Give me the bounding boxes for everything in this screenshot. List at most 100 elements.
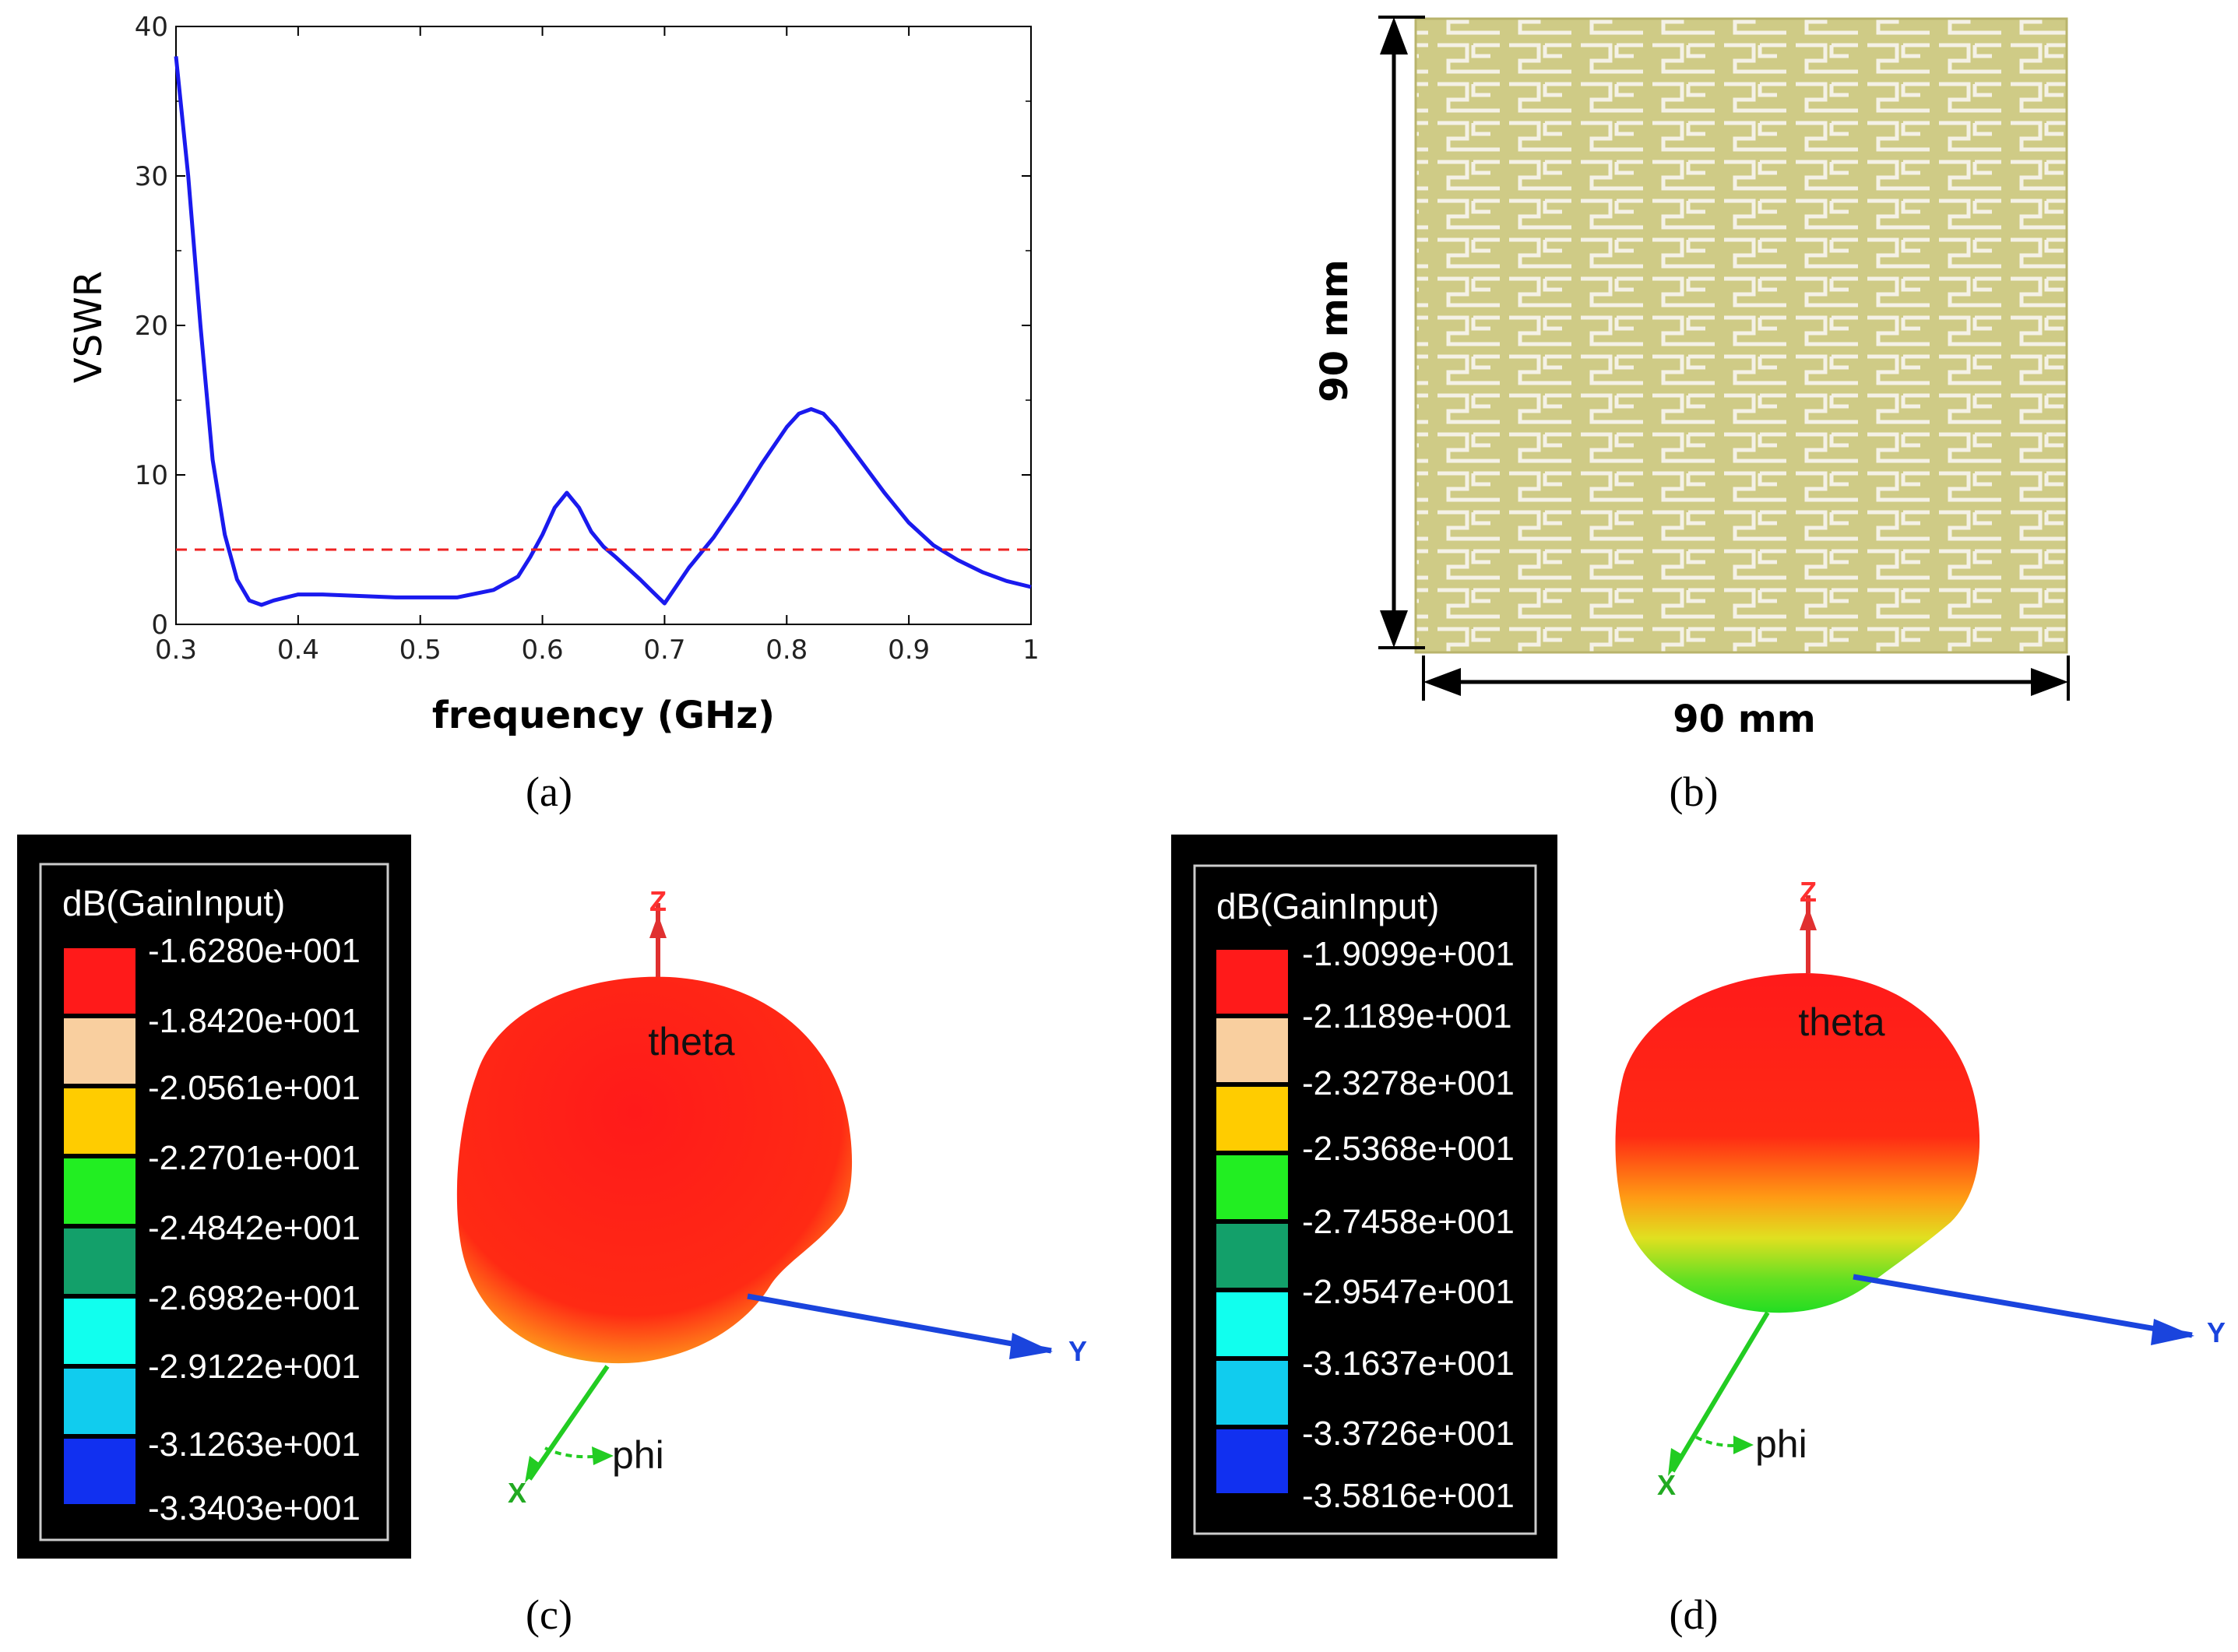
legend-swatches <box>1216 950 1288 1493</box>
legend-swatch <box>1216 1224 1288 1288</box>
x-axis-label: X <box>1657 1469 1676 1501</box>
legend-swatch <box>1216 1155 1288 1219</box>
legend-value: -1.9099e+001 <box>1302 935 1515 973</box>
legend-value: -2.3278e+001 <box>1302 1064 1515 1102</box>
caption-d: (d) <box>1670 1591 1719 1638</box>
legend-value: -1.6280e+001 <box>148 932 361 970</box>
x-arrow-icon <box>525 1456 542 1483</box>
y-tick-label: 20 <box>135 311 168 342</box>
gain-legend-c: dB(GainInput) -1.6280e+001 -1.8420e+001 … <box>17 835 411 1559</box>
legend-swatch <box>1216 1292 1288 1356</box>
legend-border <box>1193 864 1537 1535</box>
x-tick-label: 0.3 <box>155 634 197 666</box>
legend-swatch <box>64 1439 135 1504</box>
z-axis-label: Z <box>1800 876 1817 908</box>
metasurface-board <box>1414 17 2068 654</box>
z-axis-label: Z <box>649 885 667 917</box>
legend-value: -2.9122e+001 <box>148 1348 361 1386</box>
phi-arrow-icon <box>1733 1436 1754 1454</box>
y-tick-label: 30 <box>135 161 168 192</box>
arrow-right-icon <box>2031 668 2068 696</box>
legend-swatches <box>64 948 135 1504</box>
arrow-up-icon <box>1380 17 1408 54</box>
legend-swatch <box>64 1018 135 1084</box>
width-label: 90 mm <box>1673 698 1816 741</box>
z-arrow-icon <box>1800 907 1817 930</box>
x-tick-label: 0.9 <box>888 634 930 666</box>
arrow-left-icon <box>1423 668 1461 696</box>
x-tick-label: 0.8 <box>765 634 808 666</box>
legend-value: -2.0561e+001 <box>148 1069 361 1107</box>
legend-title: dB(GainInput) <box>1216 886 1439 926</box>
legend-value: -2.5368e+001 <box>1302 1130 1515 1168</box>
radiation-pattern-d: Z theta Y X phi <box>1615 876 2226 1501</box>
legend-swatch <box>1216 950 1288 1014</box>
height-dimension: 90 mm <box>1313 16 1425 649</box>
legend-value: -1.8420e+001 <box>148 1002 361 1040</box>
plot-ticks <box>175 26 1032 625</box>
x-tick-labels: 0.3 0.4 0.5 0.6 0.7 0.8 0.9 1 <box>155 634 1040 666</box>
legend-value: -2.1189e+001 <box>1302 997 1512 1035</box>
y-axis-label: Y <box>1068 1335 1087 1367</box>
y-arrow-icon <box>1009 1333 1053 1359</box>
legend-swatch <box>64 1088 135 1154</box>
phi-arc <box>544 1446 604 1459</box>
x-axis <box>527 1365 610 1481</box>
legend-value: -2.6982e+001 <box>148 1279 361 1317</box>
width-dimension: 90 mm <box>1422 656 2070 741</box>
x-axis-label: frequency (GHz) <box>432 694 775 737</box>
y-axis <box>747 1293 1052 1354</box>
series-group <box>174 56 1032 607</box>
x-tick-label: 0.6 <box>522 634 564 666</box>
legend-swatch <box>64 1158 135 1224</box>
x-tick-label: 0.7 <box>643 634 685 666</box>
arrow-down-icon <box>1380 610 1408 648</box>
legend-title: dB(GainInput) <box>62 883 285 923</box>
legend-swatch <box>1216 1429 1288 1493</box>
legend-value: -2.2701e+001 <box>148 1139 361 1177</box>
legend-values: -1.6280e+001 -1.8420e+001 -2.0561e+001 -… <box>148 932 361 1527</box>
y-tick-label: 10 <box>135 460 168 491</box>
radiation-lobe <box>1615 973 1980 1313</box>
y-tick-labels: 0 10 20 30 40 <box>135 12 168 641</box>
y-axis-label: VSWR <box>67 271 111 383</box>
legend-value: -3.3726e+001 <box>1302 1415 1515 1453</box>
vswr-chart: 0 10 20 30 40 0.3 0.4 0.5 0.6 0.7 0.8 0.9 1 VSWR fr… <box>67 12 1040 737</box>
x-axis <box>1670 1311 1770 1473</box>
y-tick-label: 40 <box>135 12 168 43</box>
caption-b: (b) <box>1670 768 1719 815</box>
height-label: 90 mm <box>1313 259 1357 402</box>
board-edge <box>1414 17 2068 654</box>
radiation-pattern-c: Z theta Y X phi <box>456 885 1087 1509</box>
legend-values: -1.9099e+001 -2.1189e+001 -2.3278e+001 -… <box>1302 935 1515 1515</box>
caption-a: (a) <box>526 768 572 815</box>
legend-value: -2.4842e+001 <box>148 1209 361 1247</box>
legend-value: -2.7458e+001 <box>1302 1203 1515 1241</box>
caption-c: (c) <box>526 1591 572 1638</box>
theta-label: theta <box>1798 1000 1884 1044</box>
radiation-lobe <box>456 976 853 1364</box>
x-tick-label: 0.4 <box>277 634 319 666</box>
phi-label: phi <box>1755 1422 1807 1466</box>
x-tick-label: 1 <box>1022 634 1040 666</box>
gain-legend-d: dB(GainInput) -1.9099e+001 -2.1189e+001 … <box>1171 835 1557 1559</box>
legend-swatch <box>1216 1361 1288 1425</box>
legend-value: -3.1263e+001 <box>148 1425 361 1464</box>
legend-swatch <box>64 948 135 1014</box>
legend-swatch <box>64 1228 135 1294</box>
x-tick-label: 0.5 <box>399 634 442 666</box>
z-arrow-icon <box>649 915 667 938</box>
x-arrow-icon <box>1668 1448 1684 1476</box>
legend-value: -3.5816e+001 <box>1302 1477 1515 1515</box>
phi-label: phi <box>612 1433 664 1477</box>
y-axis <box>1853 1274 2193 1338</box>
y-arrow-icon <box>2151 1319 2194 1345</box>
legend-value: -3.3403e+001 <box>148 1489 361 1527</box>
x-axis-label: X <box>508 1477 526 1509</box>
plot-frame <box>175 26 1032 625</box>
legend-swatch <box>64 1299 135 1364</box>
vswr-line <box>174 56 1032 607</box>
legend-swatch <box>1216 1018 1288 1082</box>
phi-arrow-icon <box>592 1446 614 1465</box>
